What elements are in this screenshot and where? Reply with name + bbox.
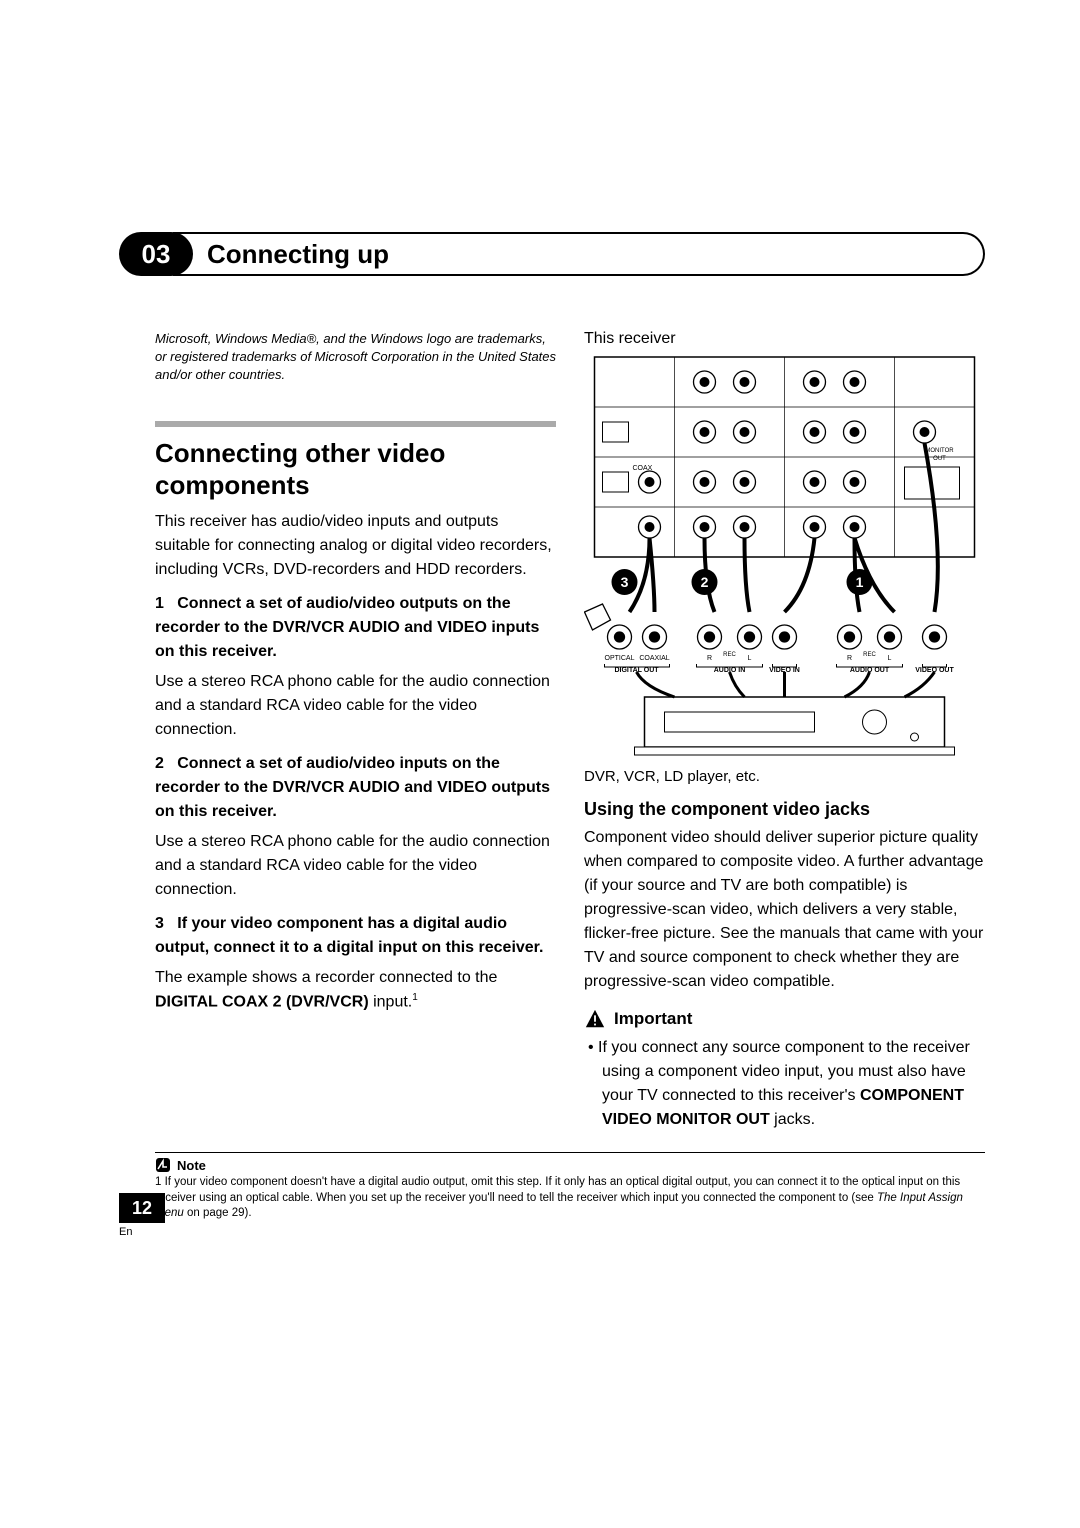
left-column: Microsoft, Windows Media®, and the Windo… [155, 330, 556, 1132]
svg-text:MONITOR: MONITOR [925, 448, 954, 454]
note-num: 1 [155, 1176, 161, 1188]
step-2-body: Use a stereo RCA phono cable for the aud… [155, 830, 556, 902]
step-2-head: Connect a set of audio/video inputs on t… [155, 755, 550, 820]
step-1: 1 Connect a set of audio/video outputs o… [155, 592, 556, 664]
subsection-title: Using the component video jacks [584, 799, 985, 820]
svg-text:L: L [748, 655, 752, 662]
section-rule [155, 421, 556, 427]
important-label: Important [614, 1009, 692, 1029]
chapter-number-badge: 03 [119, 232, 193, 276]
step-3: 3 If your video component has a digital … [155, 912, 556, 960]
diagram-top-label: This receiver [584, 330, 985, 348]
note-text: 1 If your video component doesn't have a… [155, 1175, 985, 1222]
svg-text:R: R [847, 655, 852, 662]
svg-text:L: L [888, 655, 892, 662]
warning-icon [584, 1008, 606, 1030]
important-bullet: • If you connect any source component to… [584, 1036, 985, 1132]
svg-text:COAXIAL: COAXIAL [639, 655, 669, 662]
note-pre: If your video component doesn't have a d… [155, 1176, 960, 1204]
step-2-num: 2 [155, 755, 164, 772]
svg-text:COAX: COAX [633, 465, 653, 472]
diagram-caption: DVR, VCR, LD player, etc. [584, 768, 985, 785]
step-3-sup: 1 [412, 992, 418, 1003]
svg-text:REC: REC [863, 652, 876, 658]
subsection-body: Component video should deliver superior … [584, 826, 985, 994]
step-1-head: Connect a set of audio/video outputs on … [155, 595, 539, 660]
step-3-body-bold: DIGITAL COAX 2 (DVR/VCR) [155, 993, 369, 1010]
chapter-title: Connecting up [207, 239, 389, 270]
step-1-num: 1 [155, 595, 164, 612]
trademark-notice: Microsoft, Windows Media®, and the Windo… [155, 330, 556, 385]
diagram-svg: COAX MONITOR OUT 3 2 [584, 352, 985, 762]
step-3-body: The example shows a recorder connected t… [155, 966, 556, 1014]
svg-text:OUT: OUT [933, 456, 946, 462]
svg-text:1: 1 [856, 574, 864, 590]
step-1-body: Use a stereo RCA phono cable for the aud… [155, 670, 556, 742]
svg-text:R: R [707, 655, 712, 662]
important-header: Important [584, 1008, 985, 1030]
content-columns: Microsoft, Windows Media®, and the Windo… [155, 330, 985, 1132]
page-language: En [119, 1226, 132, 1238]
manual-page: 03 Connecting up Microsoft, Windows Medi… [0, 0, 1080, 1528]
step-3-num: 3 [155, 915, 164, 932]
step-3-head: If your video component has a digital au… [155, 915, 543, 956]
note-label: Note [177, 1158, 206, 1173]
chapter-title-container: Connecting up [173, 232, 985, 276]
step-3-body-pre: The example shows a recorder connected t… [155, 969, 497, 986]
right-column: This receiver [584, 330, 985, 1132]
note-icon [155, 1157, 171, 1173]
connection-diagram: COAX MONITOR OUT 3 2 [584, 352, 985, 762]
note-post: on page 29). [184, 1207, 252, 1219]
note-separator [155, 1152, 985, 1153]
step-2: 2 Connect a set of audio/video inputs on… [155, 752, 556, 824]
svg-text:3: 3 [621, 574, 629, 590]
step-3-body-post: input. [369, 993, 413, 1010]
section-title: Connecting other video components [155, 437, 556, 502]
page-number-badge: 12 [119, 1193, 165, 1223]
note-header: Note [155, 1157, 985, 1173]
chapter-header: 03 Connecting up [119, 232, 985, 276]
section-intro: This receiver has audio/video inputs and… [155, 510, 556, 582]
svg-text:REC: REC [723, 652, 736, 658]
svg-text:OPTICAL: OPTICAL [605, 655, 635, 662]
important-post: jacks. [770, 1111, 815, 1128]
svg-text:2: 2 [701, 574, 709, 590]
